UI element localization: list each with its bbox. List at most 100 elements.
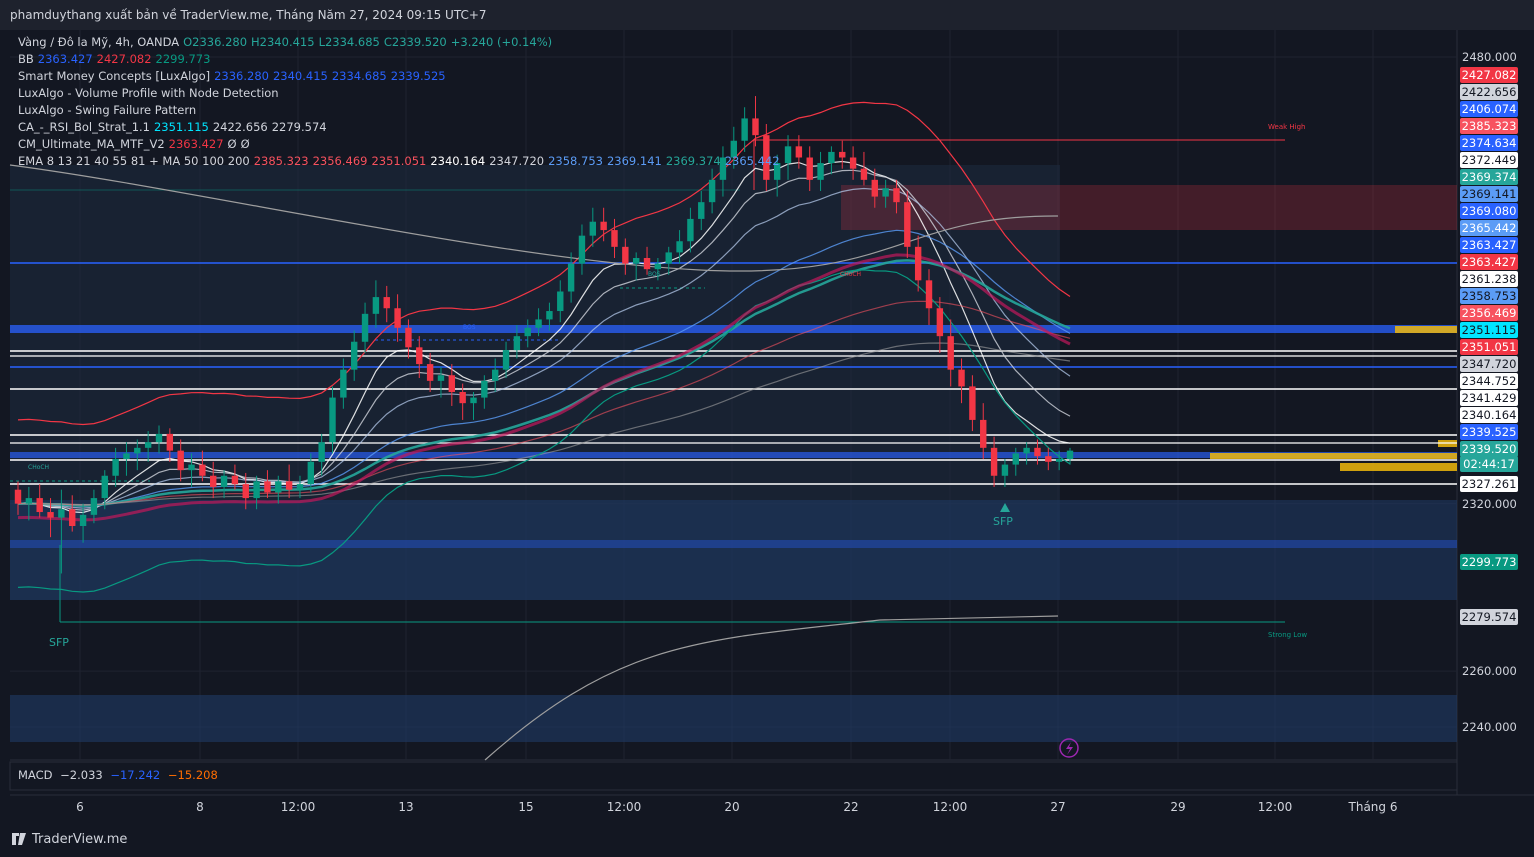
candle-body-73 (806, 157, 813, 180)
x-tick-label-0: 6 (76, 800, 84, 814)
header-title: phamduythang xuất bản về TraderView.me, … (10, 8, 487, 22)
candle-body-52 (578, 235, 586, 264)
price-label-16: 2351.051 (1460, 339, 1518, 355)
legend-row-5[interactable]: CA_-_RSI_Bol_Strat_1.1 2351.115 2422.656 22… (18, 119, 780, 136)
x-tick-label-7: 22 (843, 800, 859, 814)
candle-body-67 (741, 118, 748, 141)
candle-body-18 (210, 475, 217, 487)
legend-row-4[interactable]: LuxAlgo - Swing Failure Pattern (18, 102, 780, 119)
candle-body-78 (860, 168, 868, 180)
candle-body-2 (36, 498, 43, 513)
candle-body-50 (557, 291, 564, 312)
candle-body-12 (144, 442, 152, 448)
candle-body-31 (351, 341, 358, 370)
strong-low-label: Strong Low (1268, 631, 1308, 639)
horizontal-levels (10, 139, 1457, 623)
candle-body-36 (405, 327, 412, 348)
candle-body-63 (698, 202, 705, 219)
legend-row-7[interactable]: EMA 8 13 21 40 55 81 + MA 50 100 200 2385… (18, 153, 780, 170)
ema-line-8 (17, 160, 1071, 514)
legend-row-1[interactable]: BB 2363.427 2427.082 2299.773 (18, 51, 780, 68)
price-label-12: 2361.238 (1460, 271, 1518, 287)
ema-line-55 (17, 259, 1071, 507)
long-ma-line (484, 615, 1059, 761)
legend-row-3[interactable]: LuxAlgo - Volume Profile with Node Detec… (18, 85, 780, 102)
candle-body-86 (947, 336, 954, 370)
price-label-4: 2374.634 (1460, 135, 1518, 151)
price-label-19: 2341.429 (1460, 390, 1518, 406)
candle-body-68 (752, 118, 759, 136)
legend-label: CA_-_RSI_Bol_Strat_1.1 (18, 120, 150, 134)
legend-label: EMA 8 13 21 40 55 81 + MA 50 100 200 (18, 154, 250, 168)
lightning-icon (1066, 742, 1073, 755)
candle-body-65 (719, 157, 727, 180)
candle-body-4 (58, 509, 65, 518)
legend-value: C2339.520 (383, 35, 447, 49)
candle-body-28 (318, 442, 325, 462)
price-label-15: 2351.115 (1460, 322, 1518, 338)
candle-body-53 (589, 221, 597, 236)
legend-value: L2334.685 (318, 35, 380, 49)
price-label-14: 2356.469 (1460, 305, 1518, 321)
legend-label: LuxAlgo - Volume Profile with Node Detec… (18, 86, 279, 100)
candle-body-64 (708, 179, 716, 203)
candle-body-6 (79, 514, 87, 526)
legend-label: Vàng / Đô la Mỹ, 4h, OANDA (18, 35, 180, 49)
vp-bar-2 (1210, 453, 1457, 459)
legend-value: 2365.442 (724, 154, 780, 168)
price-label-11: 2363.427 (1460, 254, 1518, 270)
candle-body-32 (361, 313, 369, 342)
x-tick-label-6: 20 (724, 800, 740, 814)
macd-value-2: −17.242 (110, 768, 161, 782)
candle-body-23 (264, 481, 271, 493)
candle-body-30 (340, 369, 347, 398)
price-label-3: 2385.323 (1460, 118, 1518, 134)
candle-body-84 (925, 280, 933, 309)
traderview-logo-icon (12, 833, 26, 845)
brand-name: TraderView.me (32, 832, 128, 847)
bos-label-2: BOS (648, 271, 661, 278)
bos-label-1: BOS (463, 324, 476, 331)
candle-body-44 (491, 369, 499, 381)
legend-row-2[interactable]: Smart Money Concepts [LuxAlgo] 2336.280 23… (18, 68, 780, 85)
lower-demand-zone (10, 695, 1457, 742)
candle-body-29 (329, 397, 336, 443)
price-label-17: 2347.720 (1460, 356, 1518, 372)
legend-row-0[interactable]: Vàng / Đô la Mỹ, 4h, OANDA O2336.280 H2340… (18, 34, 780, 51)
footer-bar: TraderView.me (0, 822, 1534, 857)
legend-row-6[interactable]: CM_Ultimate_MA_MTF_V2 2363.427 Ø Ø (18, 136, 780, 153)
candle-body-5 (69, 509, 76, 526)
candle-body-1 (25, 498, 33, 504)
price-label-21: 2339.525 (1460, 424, 1518, 440)
candle-body-93 (1023, 447, 1030, 454)
candle-body-85 (936, 308, 944, 337)
choch-label-1: CHoCH (28, 464, 50, 471)
choch-label-2: CHoCH (840, 271, 862, 278)
candle-body-49 (546, 311, 553, 320)
vp-bar-1 (1395, 326, 1457, 333)
price-label-2: 2406.074 (1460, 101, 1518, 117)
candle-body-10 (123, 453, 130, 459)
candle-body-11 (134, 447, 141, 454)
price-label-10: 2363.427 (1460, 237, 1518, 253)
candles (14, 96, 1074, 574)
legend-label: Smart Money Concepts [LuxAlgo] (18, 69, 211, 83)
indicator-legend: Vàng / Đô la Mỹ, 4h, OANDA O2336.280 H2340… (18, 34, 780, 170)
price-label-8: 2369.080 (1460, 203, 1518, 219)
price-label-25: 2299.773 (1460, 554, 1518, 570)
price-label-0: 2427.082 (1460, 67, 1518, 83)
candle-body-76 (839, 151, 846, 158)
candle-body-75 (828, 151, 835, 164)
x-tick-label-9: 27 (1050, 800, 1066, 814)
vp-bar-3 (1340, 463, 1457, 471)
candle-body-91 (1001, 464, 1009, 476)
y-tick-label-1: 2320.000 (1462, 496, 1517, 511)
candle-body-15 (177, 450, 184, 471)
demand-zone (10, 500, 1457, 600)
x-tick-label-12: Tháng 6 (1348, 800, 1398, 814)
ema-line-40 (17, 229, 1071, 507)
volume-profile-zones (10, 165, 1457, 742)
legend-label: LuxAlgo - Swing Failure Pattern (18, 103, 197, 117)
header-bar: phamduythang xuất bản về TraderView.me, … (0, 0, 1534, 30)
